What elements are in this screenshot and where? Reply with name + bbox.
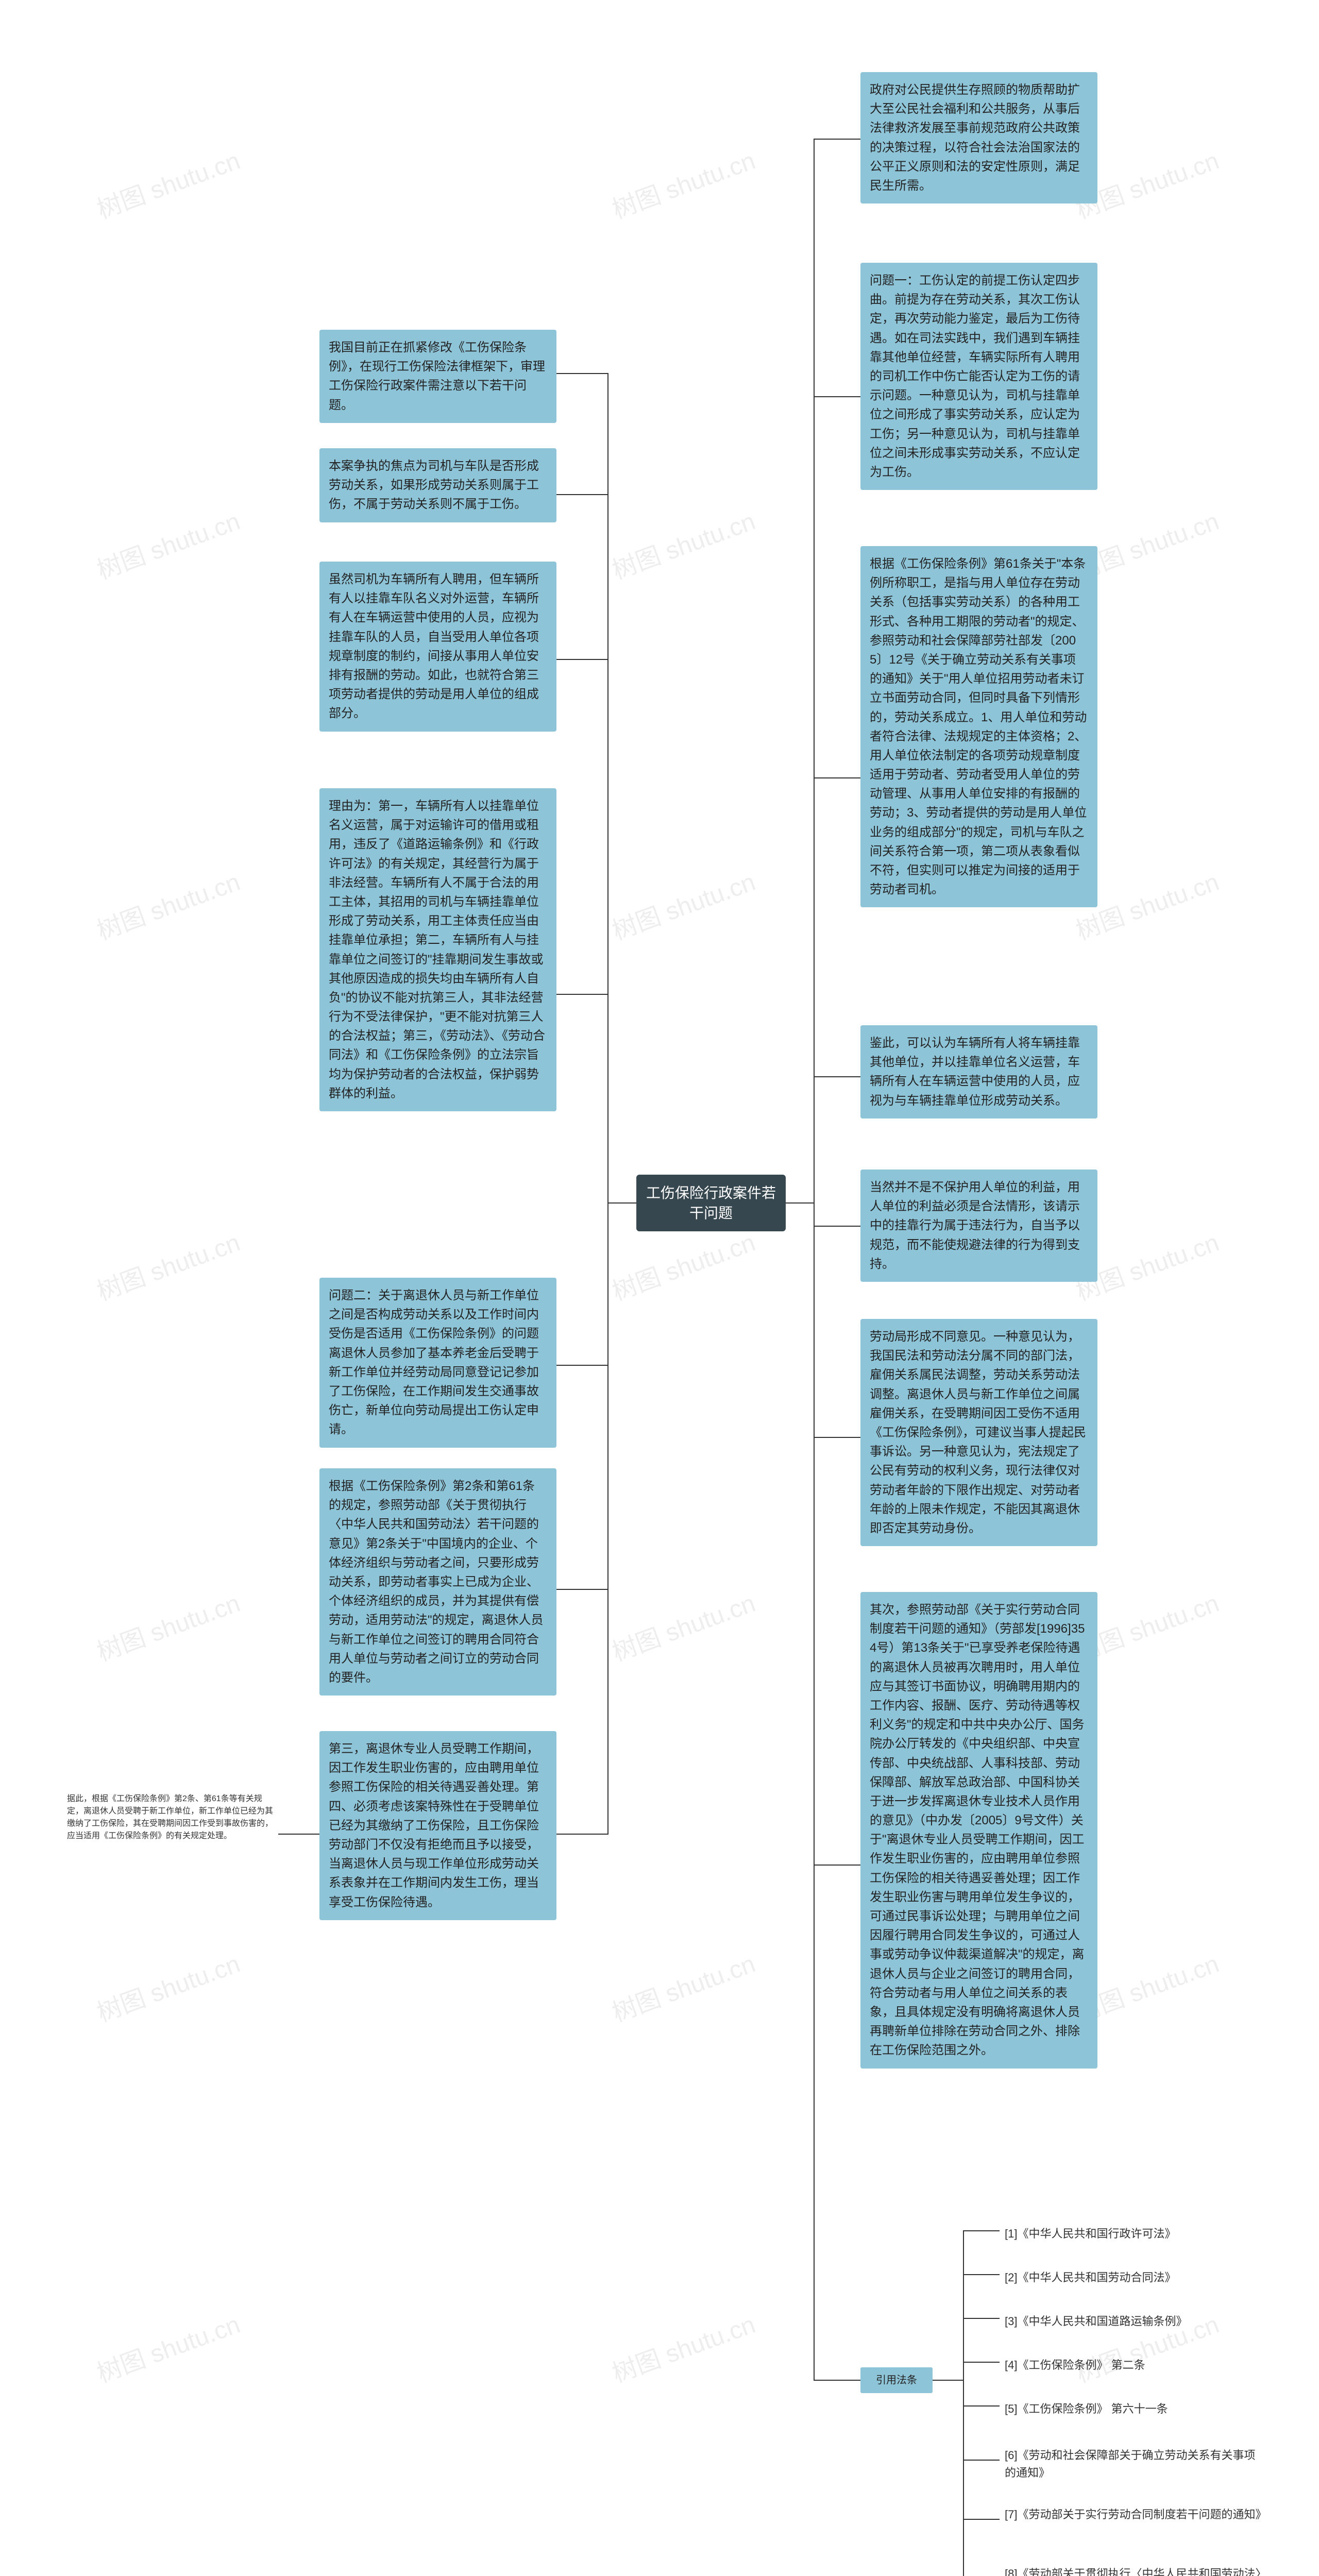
right-node-2: 问题一：工伤认定的前提工伤认定四步曲。前提为存在劳动关系，其次工伤认定，再次劳动… (860, 263, 1097, 490)
right-node-5: 当然并不是不保护用人单位的利益，用人单位的利益必须是合法情形，该请示中的挂靠行为… (860, 1170, 1097, 1282)
right-node-7: 其次，参照劳动部《关于实行劳动合同制度若干问题的通知》（劳部发[1996]354… (860, 1592, 1097, 2069)
left-node-1: 我国目前正在抓紧修改《工伤保险条例》，在现行工伤保险法律框架下，审理工伤保险行政… (319, 330, 556, 423)
left-node-7: 第三，离退休专业人员受聘工作期间，因工作发生职业伤害的，应由聘用单位参照工伤保险… (319, 1731, 556, 1920)
ref-item-7: [7]《劳动部关于实行劳动合同制度若干问题的通知》 (1005, 2504, 1262, 2526)
ref-item-2: [2]《中华人民共和国劳动合同法》 (1005, 2267, 1262, 2289)
ref-item-3: [3]《中华人民共和国道路运输条例》 (1005, 2311, 1262, 2332)
right-node-1: 政府对公民提供生存照顾的物质帮助扩大至公民社会福利和公共服务，从事后法律救济发展… (860, 72, 1097, 204)
left-node-6: 根据《工伤保险条例》第2条和第61条的规定，参照劳动部《关于贯彻执行〈中华人民共… (319, 1468, 556, 1696)
ref-item-8: [8]《劳动部关于贯彻执行〈中华人民共和国劳动法〉若干问题的意见》 第二条 (1005, 2563, 1262, 2576)
right-node-3: 根据《工伤保险条例》第61条关于"本条例所称职工，是指与用人单位存在劳动关系（包… (860, 546, 1097, 907)
right-node-4: 鉴此，可以认为车辆所有人将车辆挂靠其他单位，并以挂靠单位名义运营，车辆所有人在车… (860, 1025, 1097, 1118)
left-node-4: 理由为：第一，车辆所有人以挂靠单位名义运营，属于对运输许可的借用或租用，违反了《… (319, 788, 556, 1111)
left-leaf: 据此，根据《工伤保险条例》第2条、第61条等有关规定，离退休人员受聘于新工作单位… (67, 1793, 278, 1842)
connectors-svg (0, 0, 1319, 2576)
center-title: 工伤保险行政案件若干问题 (636, 1175, 786, 1231)
left-node-3: 虽然司机为车辆所有人聘用，但车辆所有人以挂靠车队名义对外运营，车辆所有人在车辆运… (319, 562, 556, 732)
ref-title: 引用法条 (860, 2367, 933, 2393)
ref-item-6: [6]《劳动和社会保障部关于确立劳动关系有关事项的通知》 (1005, 2445, 1262, 2484)
right-node-6: 劳动局形成不同意见。一种意见认为，我国民法和劳动法分属不同的部门法，雇佣关系属民… (860, 1319, 1097, 1546)
ref-item-1: [1]《中华人民共和国行政许可法》 (1005, 2223, 1262, 2245)
left-node-5: 问题二：关于离退休人员与新工作单位之间是否构成劳动关系以及工作时间内受伤是否适用… (319, 1278, 556, 1448)
ref-item-5: [5]《工伤保险条例》 第六十一条 (1005, 2398, 1262, 2420)
left-node-2: 本案争执的焦点为司机与车队是否形成劳动关系，如果形成劳动关系则属于工伤，不属于劳… (319, 448, 556, 522)
ref-item-4: [4]《工伤保险条例》 第二条 (1005, 2354, 1262, 2376)
